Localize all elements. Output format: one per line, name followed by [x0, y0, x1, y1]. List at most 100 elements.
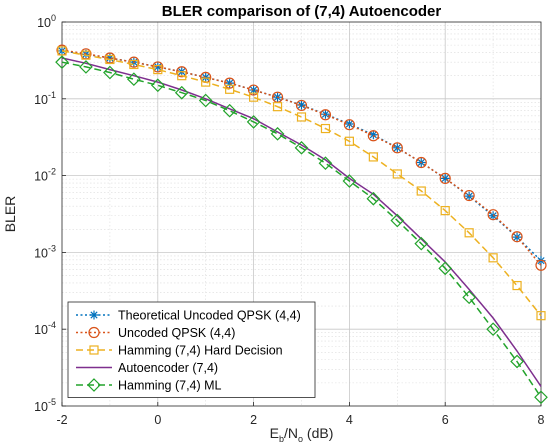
- legend-item-4: Autoencoder (7,4): [76, 361, 218, 375]
- y-tick-label: 10-1: [34, 90, 56, 107]
- data-point-diamond: [174, 85, 189, 100]
- y-tick-base: 10: [34, 246, 48, 260]
- data-point-diamond: [438, 261, 453, 276]
- grid: [62, 22, 541, 406]
- data-point-square: [89, 345, 99, 355]
- y-tick-label: 10-5: [34, 397, 56, 414]
- data-point-circle: [176, 66, 188, 78]
- data-point-square: [249, 92, 259, 102]
- data-point-circle: [439, 172, 451, 184]
- x-axis-label: Eb/No (dB): [270, 425, 334, 444]
- data-point-diamond: [246, 115, 261, 129]
- data-point-square: [177, 71, 187, 81]
- legend-item-5: Hamming (7,4) ML: [76, 378, 222, 393]
- data-point-circle: [128, 56, 140, 68]
- data-point-circle: [463, 189, 475, 202]
- data-point-square: [536, 311, 546, 321]
- legend-label: Autoencoder (7,4): [118, 361, 218, 375]
- data-point-asterisk: [368, 130, 378, 140]
- legend-label: Theoretical Uncoded QPSK (4,4): [118, 309, 301, 323]
- data-point-circle: [391, 142, 403, 154]
- y-tick-label: 10-3: [34, 243, 56, 260]
- data-point-diamond: [222, 103, 237, 118]
- data-point-square: [225, 84, 235, 94]
- data-point-square: [272, 102, 283, 112]
- data-point-square: [153, 64, 163, 75]
- data-point-diamond: [270, 126, 285, 141]
- y-tick-exponent: -1: [48, 90, 56, 100]
- plot-area-frame: [61, 21, 542, 407]
- data-point-circle: [343, 119, 355, 131]
- y-tick-exponent: -5: [48, 397, 56, 407]
- data-point-square: [296, 112, 307, 122]
- data-point-diamond: [127, 72, 141, 87]
- x-tick-label: 4: [346, 413, 353, 427]
- data-point-asterisk: [89, 310, 99, 320]
- y-tick-label: 100: [37, 13, 56, 30]
- data-point-square: [440, 206, 450, 216]
- legend-label: Uncoded QPSK (4,4): [118, 326, 235, 340]
- data-point-square: [368, 152, 378, 162]
- data-point-circle: [367, 130, 379, 142]
- data-point-circle: [224, 77, 236, 89]
- data-point-square: [464, 228, 474, 238]
- data-point-diamond: [486, 322, 500, 337]
- data-point-diamond: [103, 65, 117, 80]
- data-point-square: [512, 280, 522, 291]
- x-tick-label: 6: [442, 413, 449, 427]
- data-point-asterisk: [249, 85, 259, 95]
- data-point-diamond: [390, 213, 405, 228]
- y-axis-label: BLER: [2, 196, 18, 233]
- data-point-asterisk: [225, 78, 235, 88]
- y-tick-exponent: -4: [48, 320, 56, 330]
- data-point-diamond: [294, 140, 309, 155]
- x-label-n: /N: [284, 425, 298, 441]
- data-point-asterisk: [201, 72, 211, 82]
- y-tick-base: 10: [34, 170, 48, 184]
- data-point-square: [81, 50, 91, 60]
- data-point-circle: [415, 156, 427, 169]
- series-5: [55, 55, 548, 405]
- y-tick-exponent: 0: [51, 13, 56, 23]
- data-point-square: [201, 77, 211, 87]
- legend-item-3: Hamming (7,4) Hard Decision: [76, 344, 283, 358]
- y-tick-label: 10-4: [34, 320, 56, 337]
- data-point-square: [320, 123, 331, 134]
- y-tick-exponent: -2: [48, 167, 56, 177]
- data-point-asterisk: [105, 53, 115, 63]
- data-point-diamond: [150, 78, 165, 93]
- data-point-circle: [319, 109, 332, 121]
- y-tick-base: 10: [34, 400, 48, 414]
- data-point-asterisk: [297, 100, 306, 110]
- data-point-circle: [295, 99, 308, 112]
- x-tick-label: -2: [56, 413, 67, 427]
- x-tick-label: 8: [538, 413, 545, 427]
- data-point-diamond: [342, 174, 357, 188]
- y-tick-base: 10: [34, 93, 48, 107]
- legend-label: Hamming (7,4) Hard Decision: [118, 344, 283, 358]
- x-tick-label: 0: [154, 413, 161, 427]
- series-line: [61, 61, 542, 398]
- data-point-diamond: [510, 354, 524, 369]
- x-label-unit: (dB): [303, 425, 333, 441]
- data-point-diamond: [534, 390, 548, 405]
- y-tick-base: 10: [37, 16, 51, 30]
- data-point-circle: [152, 61, 164, 73]
- data-point-diamond: [87, 378, 101, 392]
- data-point-asterisk: [440, 173, 450, 183]
- data-point-diamond: [55, 55, 69, 70]
- data-point-diamond: [79, 60, 93, 74]
- series-4: [61, 57, 542, 387]
- x-label-e: E: [270, 425, 279, 441]
- series-line: [61, 50, 542, 317]
- data-point-circle: [88, 326, 100, 339]
- y-tick-label: 10-2: [34, 167, 56, 184]
- chart-title: BLER comparison of (7,4) Autoencoder: [162, 3, 442, 20]
- data-point-diamond: [318, 156, 333, 171]
- data-point-square: [392, 169, 402, 179]
- x-label-sub-b: b: [279, 434, 284, 444]
- legend-item-1: Theoretical Uncoded QPSK (4,4): [76, 309, 301, 323]
- data-point-square: [416, 186, 426, 196]
